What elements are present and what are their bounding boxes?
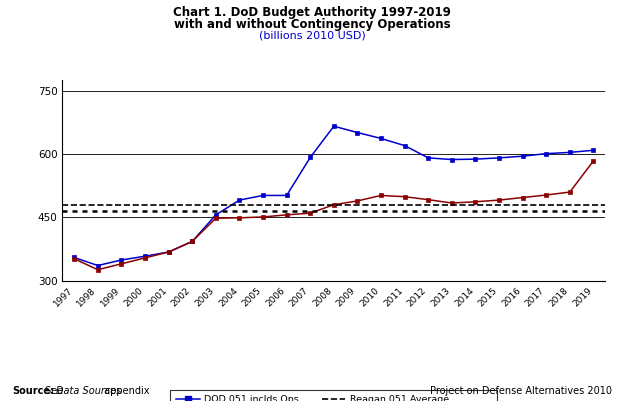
DOD 051 Base Budget — [188, 239, 196, 244]
DOD 051 Base Budget — [566, 190, 573, 194]
DOD 051 Base Budget — [330, 203, 338, 207]
Legend: DOD 051 inclds Ops, DOD 051 Base Budget, Reagan 051 Average, Vietnam High Tide 1: DOD 051 inclds Ops, DOD 051 Base Budget,… — [170, 390, 497, 401]
DOD 051 Base Budget — [542, 192, 550, 197]
DOD 051 Base Budget — [590, 158, 597, 163]
DOD 051 inclds Ops — [236, 198, 243, 203]
DOD 051 inclds Ops — [401, 143, 408, 148]
DOD 051 Base Budget — [71, 256, 78, 261]
DOD 051 Base Budget — [94, 267, 102, 272]
DOD 051 inclds Ops — [424, 156, 432, 160]
DOD 051 Base Budget — [260, 215, 267, 219]
DOD 051 Base Budget — [306, 211, 314, 216]
DOD 051 Base Budget — [472, 199, 479, 204]
DOD 051 inclds Ops — [448, 157, 456, 162]
DOD 051 inclds Ops — [330, 124, 338, 129]
DOD 051 inclds Ops — [590, 148, 597, 153]
DOD 051 Base Budget — [378, 193, 385, 198]
DOD 051 inclds Ops — [283, 193, 290, 198]
DOD 051 inclds Ops — [94, 263, 102, 268]
DOD 051 Base Budget — [495, 198, 503, 203]
DOD 051 Base Budget — [401, 194, 408, 199]
DOD 051 Base Budget — [519, 195, 527, 200]
DOD 051 inclds Ops — [141, 254, 149, 259]
Text: Chart 1. DoD Budget Authority 1997-2019: Chart 1. DoD Budget Authority 1997-2019 — [173, 6, 451, 19]
DOD 051 Base Budget — [424, 197, 432, 202]
DOD 051 inclds Ops — [566, 150, 573, 155]
DOD 051 Base Budget — [236, 215, 243, 220]
Text: Data Sources: Data Sources — [56, 386, 122, 396]
DOD 051 inclds Ops — [378, 136, 385, 141]
Text: appendix: appendix — [101, 386, 150, 396]
DOD 051 Base Budget — [141, 255, 149, 260]
Text: (billions 2010 USD): (billions 2010 USD) — [258, 30, 366, 41]
Text: Project on Defense Alternatives 2010: Project on Defense Alternatives 2010 — [429, 386, 612, 396]
Line: DOD 051 Base Budget: DOD 051 Base Budget — [72, 159, 595, 272]
DOD 051 inclds Ops — [118, 257, 125, 262]
DOD 051 inclds Ops — [212, 213, 220, 217]
DOD 051 Base Budget — [118, 261, 125, 266]
DOD 051 inclds Ops — [165, 249, 172, 254]
DOD 051 inclds Ops — [188, 239, 196, 244]
DOD 051 inclds Ops — [306, 155, 314, 160]
DOD 051 Base Budget — [165, 249, 172, 254]
Text: Source:: Source: — [12, 386, 54, 396]
DOD 051 Base Budget — [283, 213, 290, 217]
DOD 051 Base Budget — [448, 200, 456, 205]
Line: DOD 051 inclds Ops: DOD 051 inclds Ops — [72, 124, 595, 267]
DOD 051 inclds Ops — [542, 151, 550, 156]
DOD 051 inclds Ops — [354, 130, 361, 135]
Text: with and without Contingency Operations: with and without Contingency Operations — [173, 18, 451, 31]
DOD 051 inclds Ops — [71, 255, 78, 260]
DOD 051 Base Budget — [212, 216, 220, 221]
DOD 051 inclds Ops — [472, 157, 479, 162]
DOD 051 inclds Ops — [495, 156, 503, 160]
DOD 051 inclds Ops — [519, 154, 527, 158]
DOD 051 inclds Ops — [260, 193, 267, 198]
DOD 051 Base Budget — [354, 198, 361, 203]
Text: See: See — [42, 386, 67, 396]
